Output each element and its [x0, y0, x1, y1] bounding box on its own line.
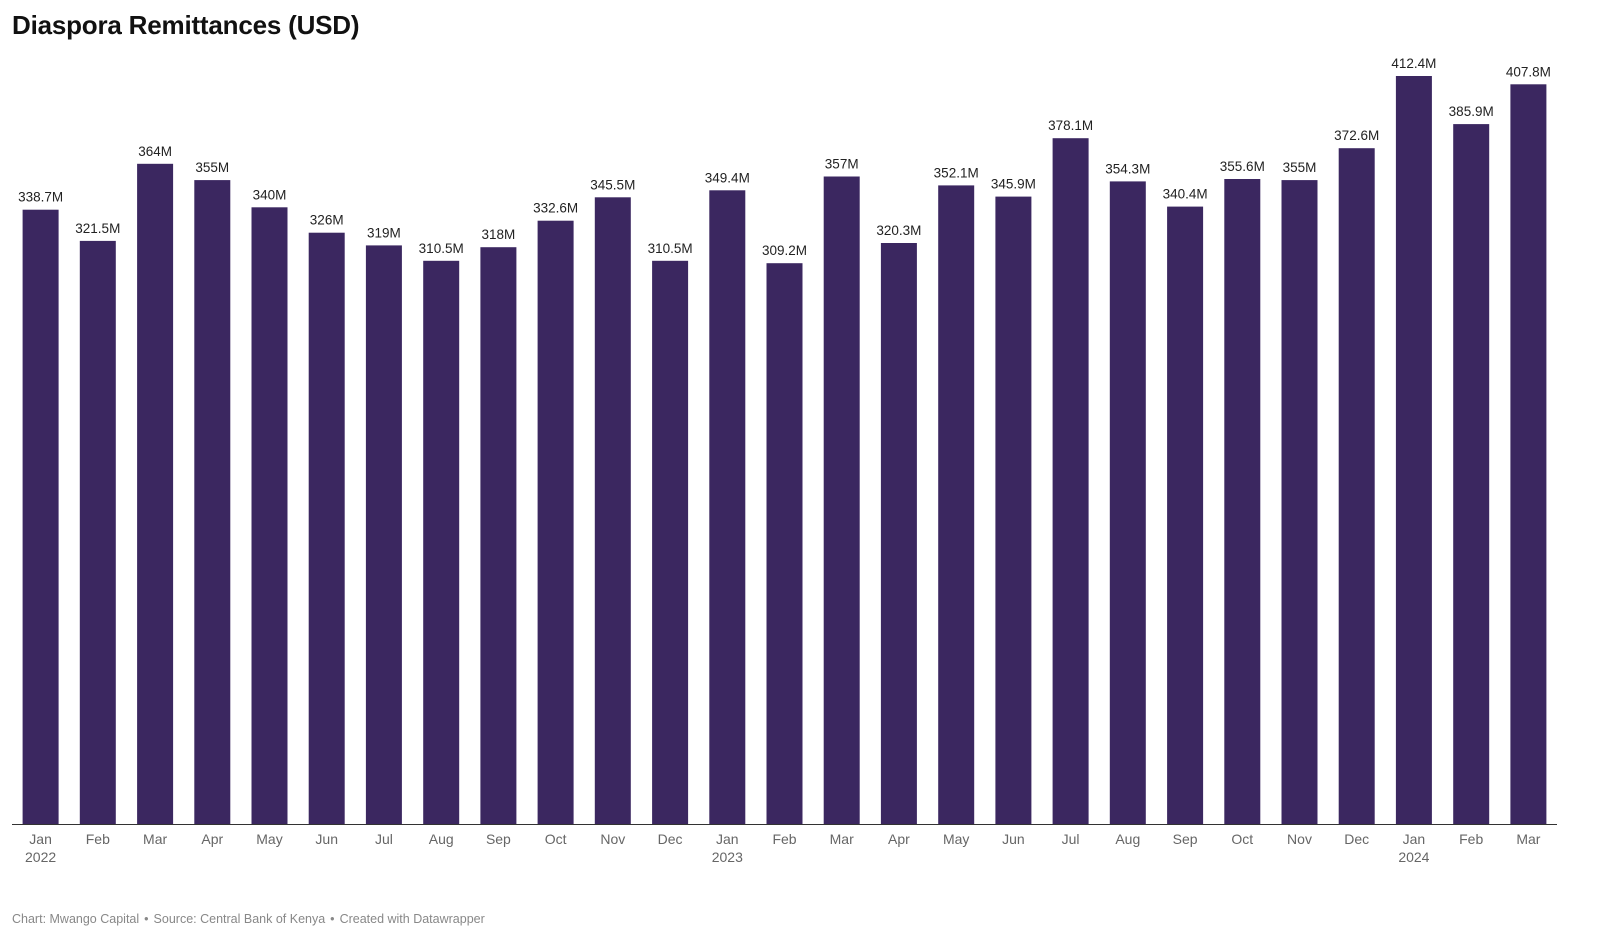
bar-6	[365, 245, 402, 824]
x-tick-label-22: Nov	[1287, 831, 1312, 847]
x-tick-label-16: May	[943, 831, 969, 847]
value-label-2: 364M	[138, 144, 172, 159]
bar-18	[1052, 138, 1089, 824]
value-label-3: 355M	[195, 160, 229, 175]
value-label-16: 352.1M	[934, 165, 979, 180]
chart-credit: Chart: Mwango Capital	[12, 912, 140, 926]
value-label-5: 326M	[310, 213, 344, 228]
value-label-23: 372.6M	[1334, 128, 1379, 143]
value-label-6: 319M	[367, 225, 401, 240]
bars-layer	[22, 76, 1547, 825]
value-label-8: 318M	[482, 227, 516, 242]
x-tick-label-24: Jan	[1403, 831, 1426, 847]
bar-1	[79, 240, 116, 824]
x-tick-label-12: Jan	[716, 831, 739, 847]
value-label-26: 407.8M	[1506, 64, 1551, 79]
x-tick-label-26: Mar	[1516, 831, 1540, 847]
value-label-10: 345.5M	[590, 177, 635, 192]
x-tick-label-25: Feb	[1459, 831, 1483, 847]
bar-25	[1453, 124, 1490, 825]
value-label-21: 355.6M	[1220, 159, 1265, 174]
bar-9	[537, 220, 574, 824]
x-tick-label-17: Jun	[1002, 831, 1025, 847]
value-labels-layer: 338.7M 321.5M 364M 355M 340M 326M 319M 310.5M 31…	[18, 56, 1551, 258]
value-label-19: 354.3M	[1105, 161, 1150, 176]
x-tick-label-14: Mar	[830, 831, 854, 847]
x-tick-label-10: Nov	[600, 831, 625, 847]
footer-separator: •	[330, 912, 335, 926]
value-label-9: 332.6M	[533, 201, 578, 216]
chart-footer: Chart: Mwango Capital • Source: Central Ba…	[12, 912, 485, 926]
bar-12	[709, 190, 746, 825]
x-tick-label-19: Aug	[1115, 831, 1140, 847]
x-tick-label-7: Aug	[429, 831, 454, 847]
value-label-25: 385.9M	[1449, 104, 1494, 119]
bar-10	[594, 197, 631, 825]
value-label-0: 338.7M	[18, 190, 63, 205]
bar-14	[823, 176, 860, 824]
x-tick-label-11: Dec	[658, 831, 683, 847]
value-label-1: 321.5M	[75, 221, 120, 236]
x-tick-label-3: Apr	[201, 831, 223, 847]
bar-3	[194, 180, 231, 825]
bar-26	[1510, 84, 1547, 825]
bar-19	[1109, 181, 1146, 824]
bar-17	[995, 196, 1032, 825]
x-tick-label-4: May	[256, 831, 282, 847]
x-tick-label-1: Feb	[86, 831, 110, 847]
x-tick-label-9: Oct	[545, 831, 567, 847]
value-label-4: 340M	[253, 187, 287, 202]
value-label-7: 310.5M	[419, 241, 464, 256]
value-label-11: 310.5M	[648, 241, 693, 256]
x-tick-label-21: Oct	[1231, 831, 1253, 847]
x-tick-label-18: Jul	[1062, 831, 1080, 847]
x-tick-label-15: Apr	[888, 831, 910, 847]
value-label-15: 320.3M	[876, 223, 921, 238]
x-tick-label-5: Jun	[315, 831, 338, 847]
x-tick-year-label-24: 2024	[1398, 849, 1429, 865]
bar-23	[1338, 148, 1375, 824]
bar-5	[308, 232, 345, 824]
bar-22	[1281, 180, 1318, 825]
bar-16	[938, 185, 975, 824]
x-tick-year-label-12: 2023	[712, 849, 743, 865]
x-tick-label-6: Jul	[375, 831, 393, 847]
bar-15	[880, 243, 917, 824]
value-label-18: 378.1M	[1048, 118, 1093, 133]
value-label-14: 357M	[825, 157, 859, 172]
bar-2	[137, 163, 174, 825]
bar-11	[652, 260, 689, 824]
x-tick-label-2: Mar	[143, 831, 167, 847]
bar-24	[1395, 76, 1432, 824]
value-label-22: 355M	[1283, 160, 1317, 175]
footer-separator: •	[144, 912, 149, 926]
x-tick-label-8: Sep	[486, 831, 511, 847]
value-label-12: 349.4M	[705, 170, 750, 185]
bar-7	[423, 260, 460, 824]
x-tick-year-label-0: 2022	[25, 849, 56, 865]
x-tick-label-23: Dec	[1344, 831, 1369, 847]
bar-20	[1167, 206, 1204, 825]
x-tick-label-20: Sep	[1173, 831, 1198, 847]
value-label-13: 309.2M	[762, 243, 807, 258]
x-tick-label-13: Feb	[772, 831, 796, 847]
bar-4	[251, 207, 288, 825]
bar-0	[22, 209, 59, 824]
x-tick-labels-layer: Jan 2022 Feb Mar Apr May Jun Jul Aug Sep Oct Nov Dec…	[25, 831, 1541, 865]
value-label-17: 345.9M	[991, 177, 1036, 192]
bar-13	[766, 263, 803, 824]
value-label-20: 340.4M	[1163, 187, 1208, 202]
value-label-24: 412.4M	[1391, 56, 1436, 71]
chart-source: Source: Central Bank of Kenya	[153, 912, 326, 926]
bar-8	[480, 247, 517, 824]
created-with: Created with Datawrapper	[339, 912, 485, 926]
chart-title: Diaspora Remittances (USD)	[12, 10, 360, 40]
bar-21	[1224, 179, 1261, 824]
x-tick-label-0: Jan	[29, 831, 52, 847]
